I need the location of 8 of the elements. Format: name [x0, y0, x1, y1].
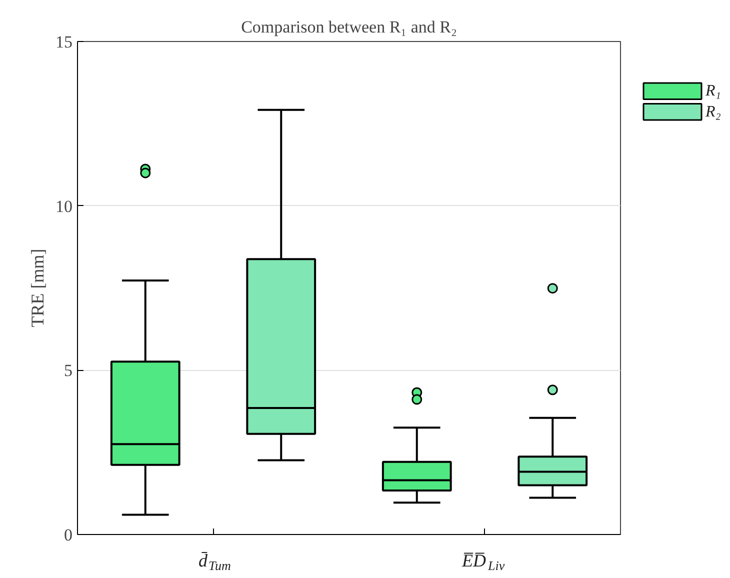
y-axis-title: TRE [mm]	[28, 248, 48, 328]
y-tick-label: 10	[56, 196, 72, 216]
legend-label: R₁	[704, 82, 721, 100]
y-tick-label: 0	[64, 526, 72, 544]
y-tick-label: 5	[64, 361, 72, 380]
legend-label: R₂	[704, 103, 722, 120]
chart-title: Comparison between R₁ and R₂	[241, 18, 457, 36]
y-tick-label: 15	[56, 32, 72, 52]
